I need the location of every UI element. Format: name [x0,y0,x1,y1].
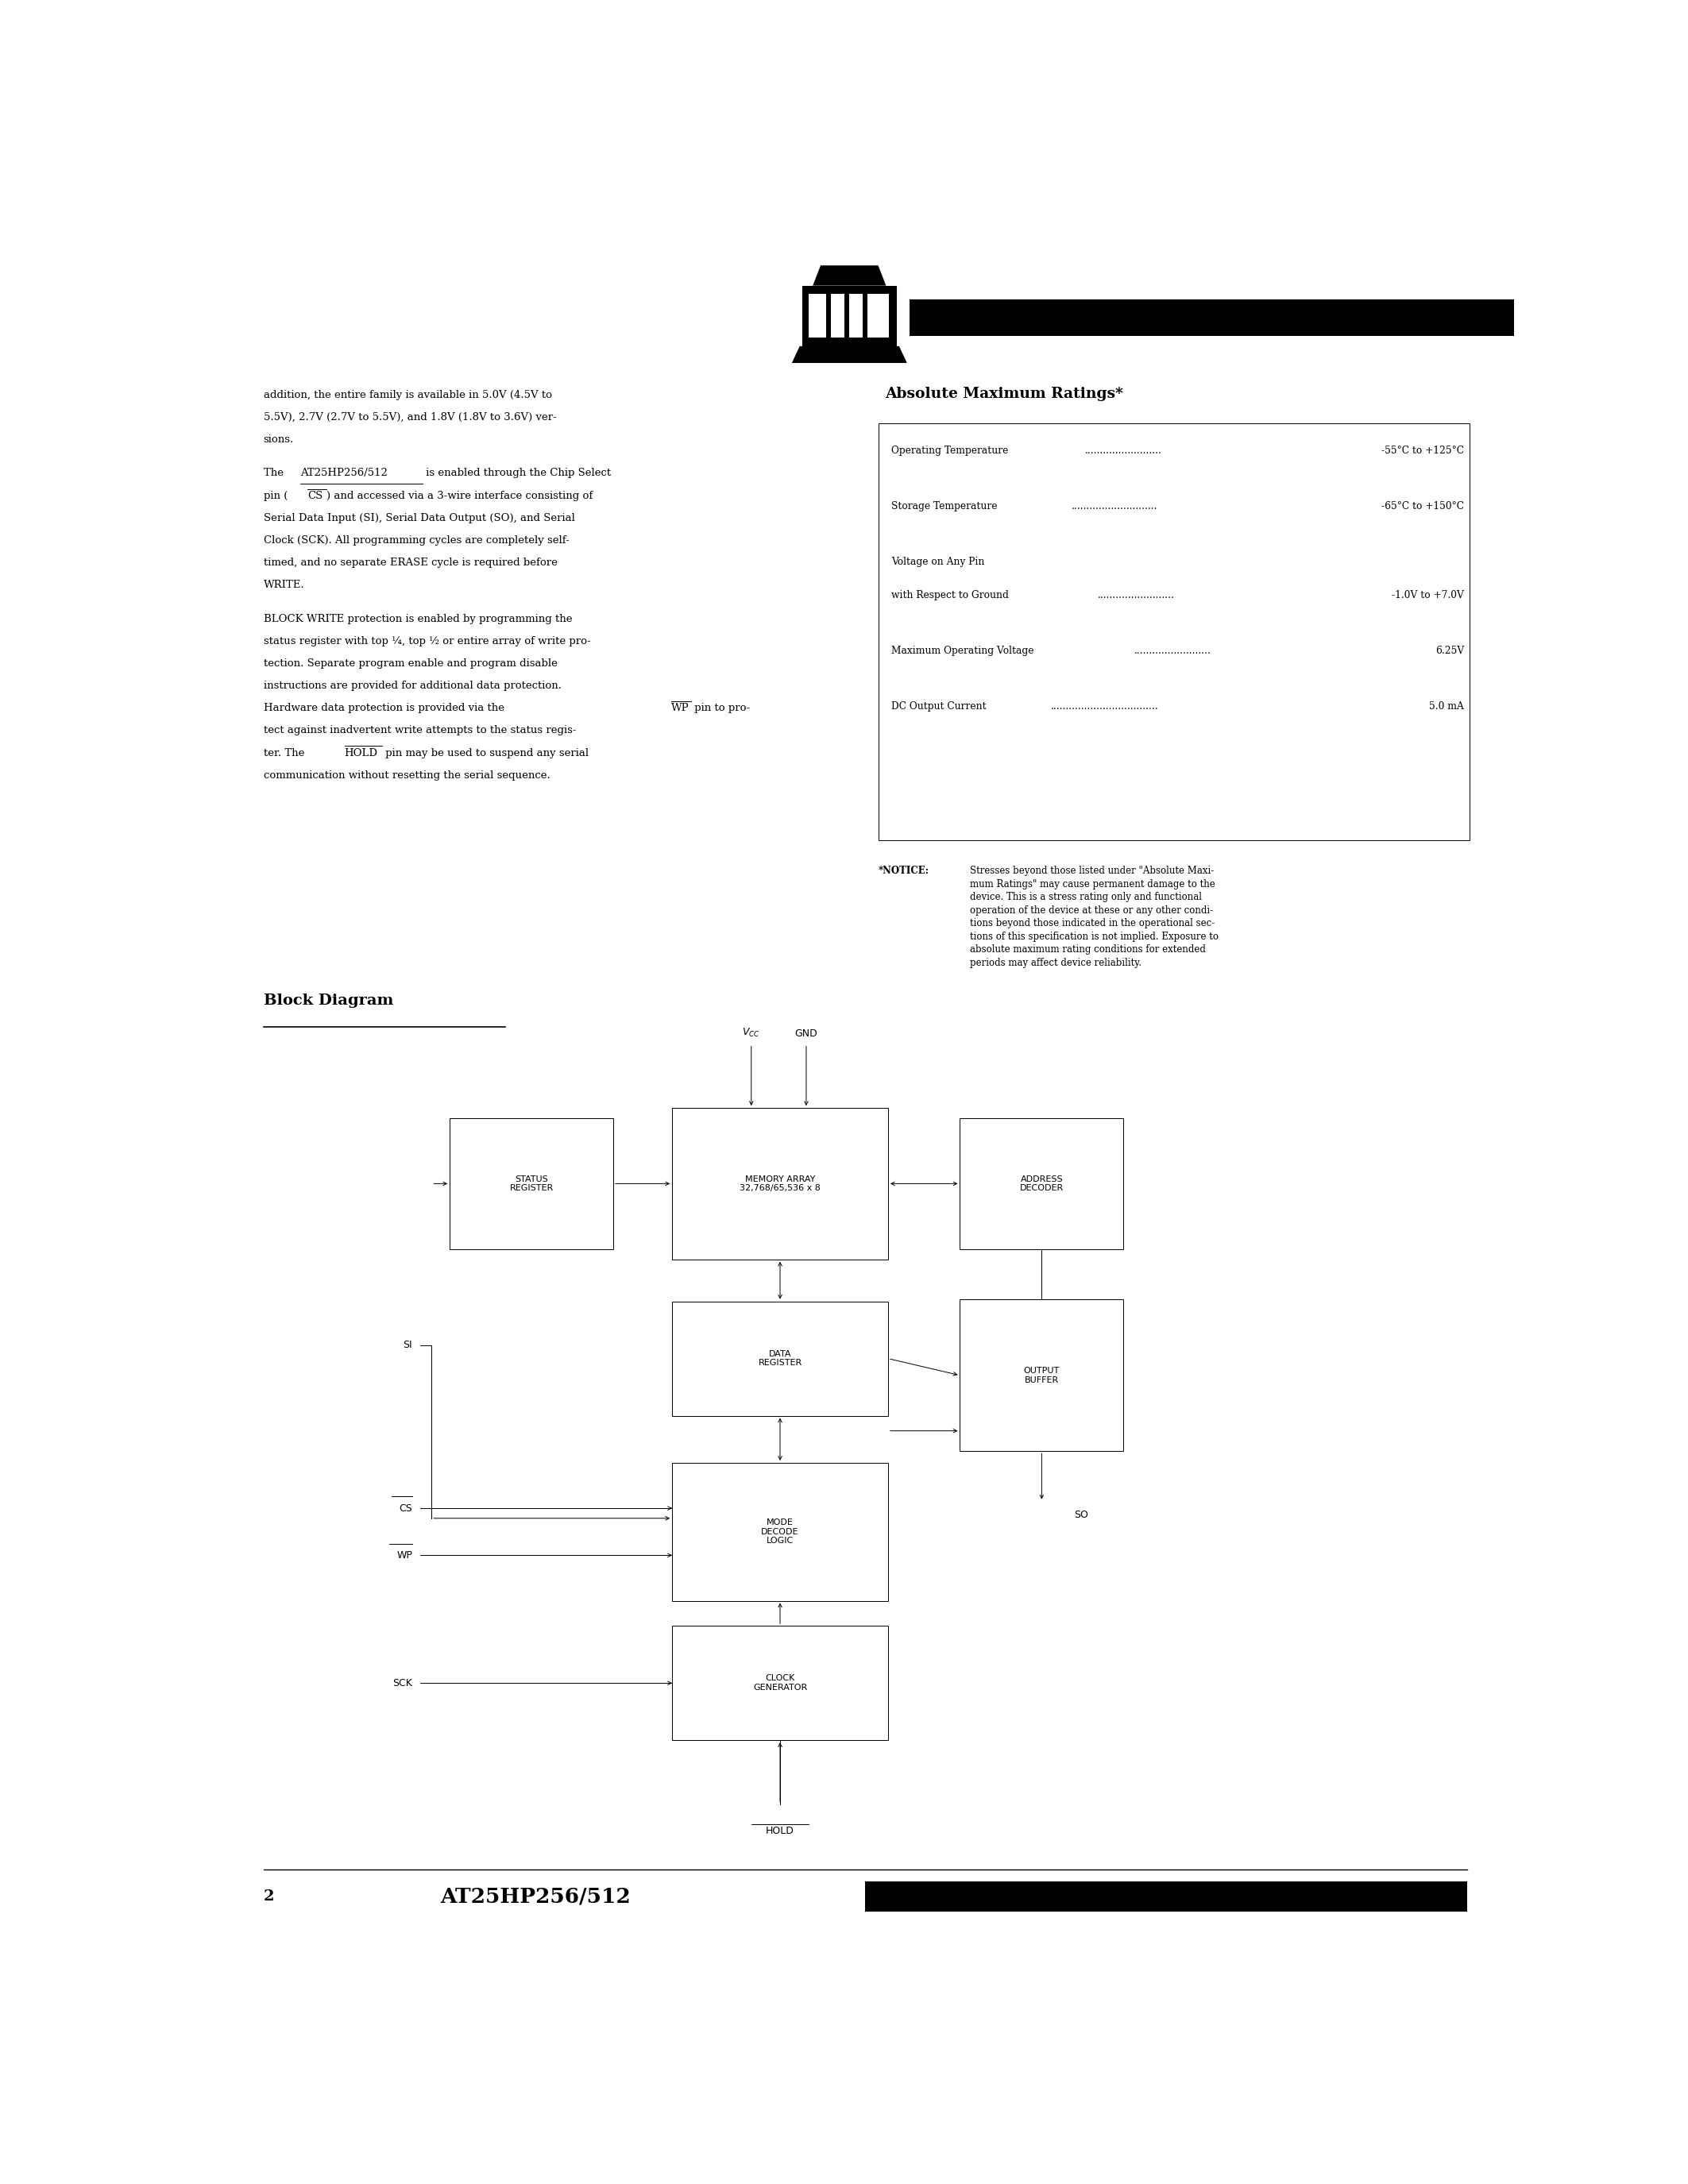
Polygon shape [792,347,906,363]
Text: Serial Data Input (SI), Serial Data Output (SO), and Serial: Serial Data Input (SI), Serial Data Outp… [263,513,574,524]
Text: $V_{CC}$: $V_{CC}$ [743,1026,760,1040]
Text: SCK: SCK [393,1677,412,1688]
Text: Clock (SCK). All programming cycles are completely self-: Clock (SCK). All programming cycles are … [263,535,569,546]
Text: ter. The: ter. The [263,747,307,758]
Text: AT25HP256/512: AT25HP256/512 [300,467,387,478]
Text: AT25HP256/512: AT25HP256/512 [441,1887,630,1907]
Text: 6.25V: 6.25V [1435,646,1463,655]
Text: WP: WP [397,1551,412,1559]
Text: STATUS
REGISTER: STATUS REGISTER [510,1175,554,1192]
Bar [672,1463,888,1601]
Text: Voltage on Any Pin: Voltage on Any Pin [891,557,984,566]
Text: with Respect to Ground: with Respect to Ground [891,590,1009,601]
Bar [878,424,1470,841]
Bar [866,1883,1467,1911]
Text: Block Diagram: Block Diagram [263,994,393,1007]
Bar [802,286,896,347]
Text: SI: SI [403,1341,412,1350]
Text: ............................: ............................ [1072,500,1158,511]
Text: ADDRESS
DECODER: ADDRESS DECODER [1020,1175,1063,1192]
Text: WP: WP [672,703,689,714]
Text: sions.: sions. [263,435,294,446]
Text: tection. Separate program enable and program disable: tection. Separate program enable and pro… [263,657,557,668]
Bar [960,1118,1124,1249]
Bar [830,295,844,339]
Text: OUTPUT
BUFFER: OUTPUT BUFFER [1023,1367,1060,1385]
Bar [672,1302,888,1415]
Text: .........................: ......................... [1097,590,1175,601]
Text: tect against inadvertent write attempts to the status regis-: tect against inadvertent write attempts … [263,725,576,736]
Text: -55°C to +125°C: -55°C to +125°C [1382,446,1463,456]
Text: HOLD: HOLD [766,1826,795,1837]
Text: BLOCK WRITE protection is enabled by programming the: BLOCK WRITE protection is enabled by pro… [263,614,572,625]
Text: Storage Temperature: Storage Temperature [891,500,998,511]
Text: is enabled through the Chip Select: is enabled through the Chip Select [424,467,611,478]
Text: GND: GND [795,1029,817,1040]
Text: ) and accessed via a 3-wire interface consisting of: ) and accessed via a 3-wire interface co… [326,491,592,500]
Text: 2: 2 [263,1889,273,1904]
Text: pin (: pin ( [263,491,287,500]
Text: 5.0 mA: 5.0 mA [1430,701,1463,712]
Text: SO: SO [1075,1509,1089,1520]
Text: Operating Temperature: Operating Temperature [891,446,1008,456]
Polygon shape [814,266,886,286]
Text: addition, the entire family is available in 5.0V (4.5V to: addition, the entire family is available… [263,391,552,400]
Text: Maximum Operating Voltage: Maximum Operating Voltage [891,646,1033,655]
Bar [449,1118,613,1249]
Text: timed, and no separate ERASE cycle is required before: timed, and no separate ERASE cycle is re… [263,557,557,568]
Bar [910,299,1514,336]
Bar [868,295,888,339]
Text: CS: CS [307,491,322,500]
Text: DC Output Current: DC Output Current [891,701,986,712]
Text: pin may be used to suspend any serial: pin may be used to suspend any serial [383,747,589,758]
Bar [672,1107,888,1260]
Text: CS: CS [398,1503,412,1514]
Text: instructions are provided for additional data protection.: instructions are provided for additional… [263,681,560,690]
Text: 5.5V), 2.7V (2.7V to 5.5V), and 1.8V (1.8V to 3.6V) ver-: 5.5V), 2.7V (2.7V to 5.5V), and 1.8V (1.… [263,413,557,422]
Text: pin to pro-: pin to pro- [690,703,749,714]
Text: *NOTICE:: *NOTICE: [878,865,928,876]
Text: Hardware data protection is provided via the: Hardware data protection is provided via… [263,703,508,714]
Text: WRITE.: WRITE. [263,581,304,590]
Bar [960,1299,1124,1450]
Text: Absolute Maximum Ratings*: Absolute Maximum Ratings* [885,387,1123,402]
Text: -1.0V to +7.0V: -1.0V to +7.0V [1393,590,1463,601]
Text: ...................................: ................................... [1052,701,1158,712]
Text: CLOCK
GENERATOR: CLOCK GENERATOR [753,1675,807,1693]
Text: .........................: ......................... [1134,646,1212,655]
Text: MEMORY ARRAY
32,768/65,536 x 8: MEMORY ARRAY 32,768/65,536 x 8 [739,1175,820,1192]
Text: -65°C to +150°C: -65°C to +150°C [1382,500,1463,511]
Text: status register with top ¼, top ½ or entire array of write pro-: status register with top ¼, top ½ or ent… [263,636,591,646]
Text: communication without resetting the serial sequence.: communication without resetting the seri… [263,771,550,780]
Bar [809,295,825,339]
Bar [672,1625,888,1741]
Bar [849,295,863,339]
Text: DATA
REGISTER: DATA REGISTER [758,1350,802,1367]
Text: Stresses beyond those listed under "Absolute Maxi-
mum Ratings" may cause perman: Stresses beyond those listed under "Abso… [969,865,1219,968]
Text: HOLD: HOLD [344,747,378,758]
Text: MODE
DECODE
LOGIC: MODE DECODE LOGIC [761,1518,798,1544]
Text: .........................: ......................... [1085,446,1161,456]
Text: The: The [263,467,287,478]
